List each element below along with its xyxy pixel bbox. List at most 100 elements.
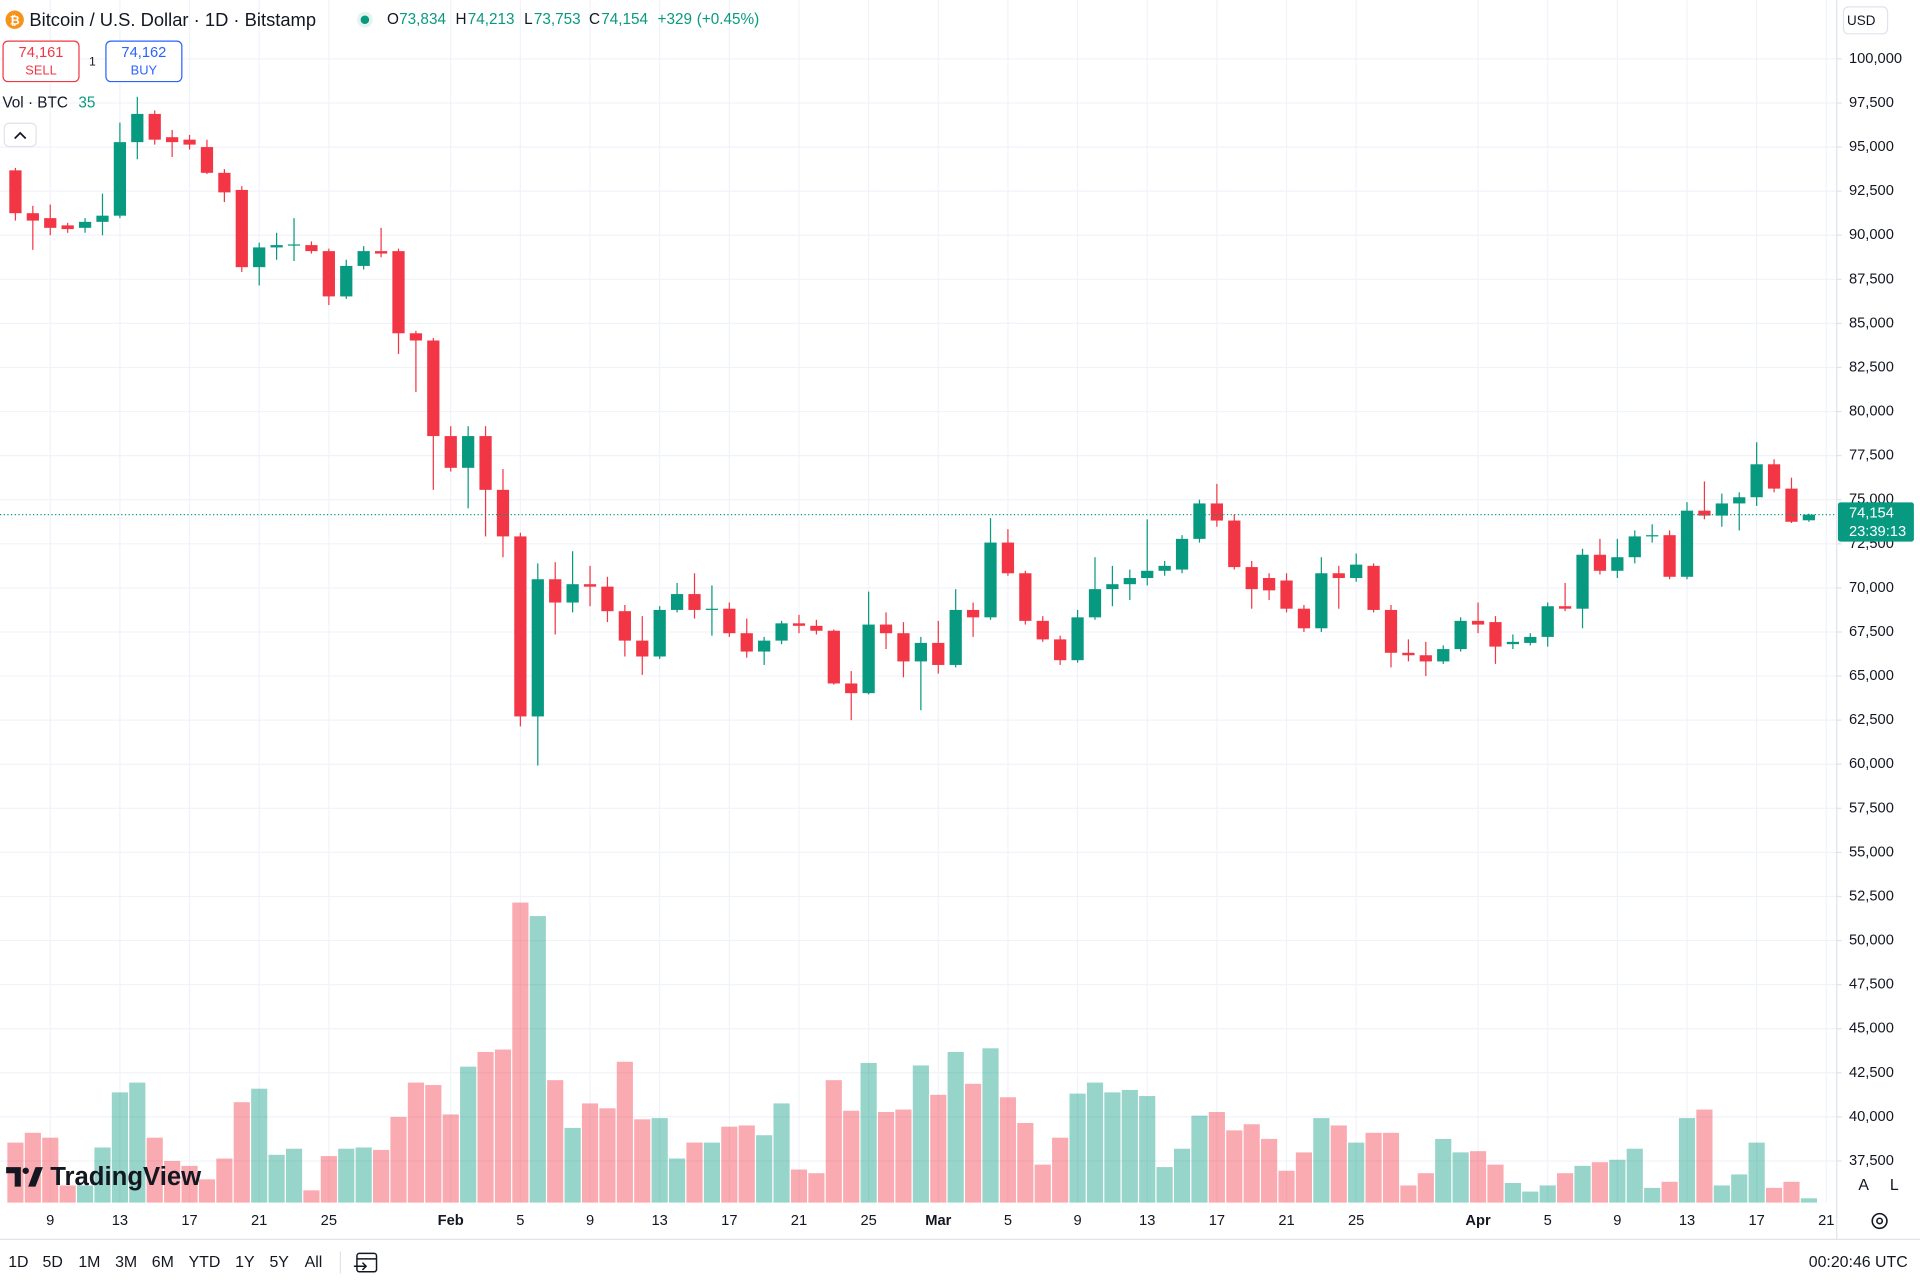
- range-button[interactable]: All: [305, 1254, 323, 1271]
- range-button[interactable]: 1Y: [235, 1254, 255, 1271]
- candle-body: [1715, 503, 1728, 516]
- volume-bar: [1765, 1187, 1783, 1203]
- candle-body: [1280, 580, 1293, 609]
- y-tick-label: 67,500: [1849, 624, 1894, 640]
- volume-bar: [1800, 1198, 1817, 1203]
- candle-body: [1071, 617, 1084, 661]
- range-button[interactable]: 5D: [42, 1254, 62, 1271]
- x-tick-label: 21: [1278, 1213, 1294, 1229]
- candle-body: [148, 113, 161, 140]
- y-tick-label: 100,000: [1849, 51, 1902, 67]
- volume-bar: [1139, 1096, 1156, 1203]
- volume-bar: [1696, 1109, 1713, 1203]
- candle-body: [1767, 464, 1781, 489]
- candle-body: [200, 147, 214, 173]
- sell-button[interactable]: [2, 40, 80, 83]
- volume-bar: [181, 1165, 198, 1203]
- x-tick-label: 5: [1544, 1213, 1552, 1229]
- y-tick-label: 80,000: [1849, 404, 1894, 420]
- settings-icon[interactable]: [1871, 1212, 1888, 1230]
- range-button[interactable]: 1D: [8, 1254, 28, 1271]
- candle-body: [1541, 606, 1554, 637]
- gear-outer[interactable]: [1871, 1212, 1888, 1230]
- candle-body: [601, 586, 614, 612]
- goto-date-icon[interactable]: [353, 1252, 378, 1273]
- volume-bar: [216, 1158, 233, 1203]
- range-button[interactable]: 3M: [115, 1254, 137, 1271]
- volume-pane: [7, 902, 1817, 1203]
- candle-body: [392, 251, 405, 334]
- volume-bar: [111, 1092, 128, 1203]
- candle-body: [1419, 655, 1432, 662]
- buy-button[interactable]: [105, 40, 183, 83]
- candle-body: [1384, 609, 1398, 653]
- candle-body: [9, 170, 22, 214]
- volume-bar: [129, 1082, 146, 1203]
- volume-bar: [564, 1127, 581, 1203]
- y-tick-label: 77,500: [1849, 448, 1894, 464]
- range-button[interactable]: 6M: [152, 1254, 174, 1271]
- volume-bar: [285, 1148, 303, 1203]
- candle-body: [444, 436, 457, 468]
- volume-bar: [1034, 1164, 1051, 1203]
- y-tick-label: 62,500: [1849, 712, 1894, 728]
- x-tick-label: 21: [791, 1213, 807, 1229]
- gear-inner[interactable]: [1876, 1217, 1884, 1225]
- auto-scale-button[interactable]: [1851, 1171, 1876, 1199]
- candle-body: [44, 218, 57, 228]
- ohlc-value: 73,834: [399, 11, 446, 28]
- volume-bar: [1661, 1181, 1678, 1203]
- volume-bar: [1208, 1111, 1225, 1203]
- y-tick-label: 42,500: [1849, 1065, 1894, 1081]
- collapse-button[interactable]: [3, 122, 37, 148]
- sell-label[interactable]: SELL: [25, 62, 56, 77]
- candle-body: [340, 265, 353, 297]
- sell-price[interactable]: 74,161: [19, 45, 64, 61]
- x-tick-label: 17: [721, 1213, 737, 1229]
- currency[interactable]: USD: [1847, 13, 1876, 28]
- currency-button[interactable]: [1842, 6, 1889, 35]
- candle-body: [61, 225, 74, 230]
- volume-bar: [251, 1088, 268, 1203]
- y-tick-label: 50,000: [1849, 933, 1894, 949]
- range-button[interactable]: 5Y: [269, 1254, 289, 1271]
- y-tick-label: 37,500: [1849, 1153, 1894, 1169]
- volume-bar: [1400, 1185, 1417, 1203]
- candle-body: [1193, 503, 1206, 539]
- collapse-icon[interactable]: [14, 131, 27, 140]
- volume-bar: [808, 1173, 825, 1203]
- volume-bar: [303, 1190, 320, 1203]
- candle-body: [566, 584, 579, 603]
- candle-body: [653, 609, 666, 657]
- volume-bar: [320, 1156, 337, 1203]
- x-tick-label: 5: [516, 1213, 524, 1229]
- log-scale-button[interactable]: [1882, 1171, 1907, 1199]
- candle-body: [688, 594, 701, 610]
- candle-body: [322, 251, 335, 297]
- candle-body: [427, 340, 440, 437]
- volume-bar: [616, 1061, 633, 1203]
- volume-bar: [442, 1114, 459, 1203]
- brand-logo: [6, 1167, 43, 1187]
- bitcoin-icon: [5, 10, 24, 29]
- volume-bar: [1469, 1151, 1487, 1203]
- ohlc-name: L: [524, 11, 533, 28]
- candle-body: [531, 579, 544, 717]
- volume-bar: [790, 1169, 808, 1203]
- volume-bar: [1261, 1138, 1278, 1203]
- candle-body: [740, 633, 753, 652]
- candle-body: [1054, 639, 1067, 661]
- change-percent: (+0.45%): [697, 11, 760, 28]
- calendar-arrow[interactable]: [353, 1262, 368, 1271]
- candle-body: [1262, 578, 1276, 591]
- buy-price[interactable]: 74,162: [121, 45, 166, 61]
- calendar-frame[interactable]: [356, 1252, 378, 1273]
- range-button[interactable]: 1M: [78, 1254, 100, 1271]
- volume-bar: [912, 1065, 929, 1203]
- log-scale[interactable]: L: [1890, 1177, 1899, 1194]
- range-button[interactable]: YTD: [189, 1254, 221, 1271]
- candle-body: [1680, 510, 1694, 577]
- buy-label[interactable]: BUY: [131, 62, 158, 77]
- auto-scale[interactable]: A: [1858, 1177, 1869, 1194]
